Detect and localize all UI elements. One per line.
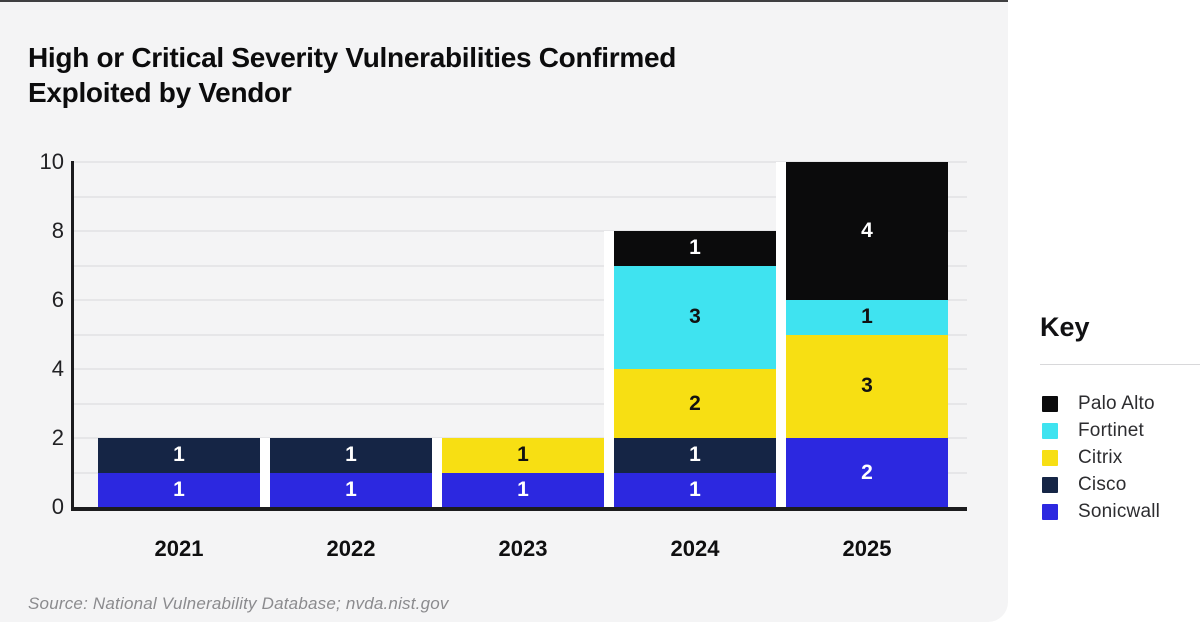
bar-gap (776, 162, 786, 507)
bar-segment-citrix: 1 (442, 438, 604, 473)
gridline (73, 230, 967, 232)
x-axis-line (71, 507, 967, 511)
bar-segment-sonicwall: 1 (98, 472, 260, 507)
y-axis-tick-label: 0 (51, 494, 64, 519)
bar-value-label: 1 (861, 305, 873, 329)
bar-value-label: 2 (689, 391, 701, 415)
legend-label: Cisco (1078, 473, 1127, 495)
bar-segment-cisco: 1 (270, 438, 432, 473)
x-axis-tick-label: 2023 (498, 536, 548, 561)
x-axis-tick-label: 2022 (326, 536, 376, 561)
legend-title: Key (1040, 312, 1090, 342)
bar-value-label: 1 (689, 443, 701, 467)
bar-segment-fortinet: 1 (786, 300, 948, 335)
chart-card: High or Critical Severity Vulnerabilitie… (0, 0, 1008, 622)
bar-segment-citrix: 3 (786, 334, 948, 438)
y-axis-tick-label: 8 (51, 218, 64, 243)
legend-label: Fortinet (1078, 419, 1145, 441)
legend-label: Citrix (1078, 446, 1123, 468)
bar-value-label: 1 (345, 443, 357, 467)
bar-segment-palo-alto: 1 (614, 231, 776, 266)
gridline (73, 368, 967, 370)
bar-gap (604, 231, 614, 507)
legend-item-fortinet: Fortinet (1042, 417, 1160, 444)
x-axis-tick-label: 2024 (670, 536, 720, 561)
bar-segment-sonicwall: 1 (270, 472, 432, 507)
bar-segment-citrix: 2 (614, 369, 776, 438)
bar-value-label: 3 (689, 305, 701, 329)
bar-value-label: 1 (173, 477, 185, 501)
bar-segment-sonicwall: 1 (614, 472, 776, 507)
bar-gap (260, 438, 270, 507)
y-axis-tick-label: 10 (39, 149, 64, 174)
gridline (73, 402, 967, 405)
legend-item-sonicwall: Sonicwall (1042, 498, 1160, 525)
legend-swatch-icon (1042, 395, 1058, 412)
legend-label: Palo Alto (1078, 392, 1155, 414)
bar-value-label: 3 (861, 374, 873, 398)
bar-value-label: 4 (861, 219, 873, 242)
bar-value-label: 1 (345, 477, 357, 501)
bar-segment-cisco: 1 (98, 438, 260, 473)
legend-swatch-icon (1042, 422, 1058, 439)
y-axis-line (71, 161, 74, 511)
bar-gap (432, 438, 442, 507)
bar-value-label: 2 (861, 460, 873, 484)
y-axis-tick-label: 4 (51, 356, 64, 381)
legend-item-palo-alto: Palo Alto (1042, 390, 1160, 417)
bar-segment-sonicwall: 1 (442, 472, 604, 507)
gridline (73, 333, 967, 336)
chart-title-line2: Exploited by Vendor (28, 77, 292, 108)
chart-title: High or Critical Severity Vulnerabilitie… (28, 40, 676, 110)
y-axis-tick-label: 2 (51, 425, 64, 450)
legend-item-cisco: Cisco (1042, 471, 1160, 498)
legend-swatch-icon (1042, 476, 1058, 493)
bar-segment-fortinet: 3 (614, 265, 776, 369)
legend-label: Sonicwall (1078, 500, 1161, 522)
x-axis-tick-label: 2025 (842, 536, 892, 561)
y-axis-tick-label: 6 (51, 287, 64, 312)
x-axis-tick-label: 2021 (154, 536, 204, 561)
bar-value-label: 1 (689, 477, 701, 501)
gridline (73, 161, 967, 163)
source-note: Source: National Vulnerability Database;… (28, 594, 449, 613)
legend-divider (1040, 364, 1200, 365)
legend-swatch-icon (1042, 449, 1058, 466)
bar-value-label: 1 (173, 443, 185, 467)
gridline (73, 299, 967, 301)
legend-swatch-icon (1042, 503, 1058, 520)
chart-title-line1: High or Critical Severity Vulnerabilitie… (28, 42, 677, 73)
bar-segment-cisco: 1 (614, 438, 776, 473)
legend-item-citrix: Citrix (1042, 444, 1160, 471)
bar-segment-sonicwall: 2 (786, 438, 948, 507)
bar-value-label: 1 (689, 236, 701, 260)
plot-area: 0 2 4 6 8 10 1 1 1 1 1 1 1 1 2 3 1 2 3 1 4 2021 2022 2023 2024 20… (0, 2, 1008, 624)
legend: Key Palo Alto Fortinet Citrix Cisco Sonicwal… (1040, 312, 1200, 522)
gridline (73, 195, 967, 198)
bar-segment-palo-alto: 4 (786, 162, 948, 300)
bar-value-label: 1 (517, 443, 529, 467)
legend-items: Palo Alto Fortinet Citrix Cisco Sonicwall (1042, 390, 1160, 525)
bar-value-label: 1 (517, 477, 529, 501)
gridline (73, 264, 967, 267)
